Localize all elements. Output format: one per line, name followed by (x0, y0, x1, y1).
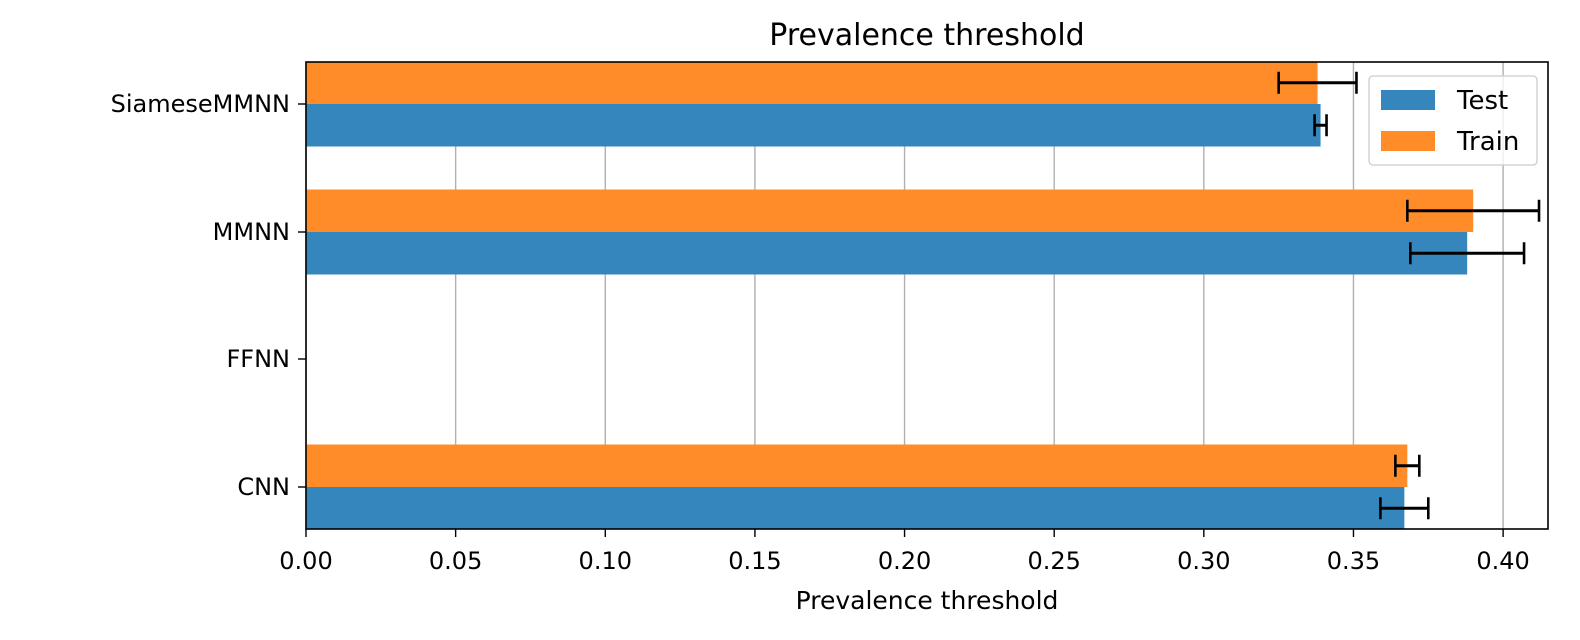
x-axis-ticks: 0.00 0.05 0.10 0.15 0.20 0.25 0.30 0.35 0.40 (279, 529, 1530, 575)
error-bar-test-cnn (1379, 497, 1430, 520)
x-tick-label-3: 0.15 (728, 547, 781, 575)
legend-swatch-train (1381, 131, 1435, 151)
x-tick-label-6: 0.30 (1177, 547, 1230, 575)
error-bar-train-siamesemmnn (1277, 71, 1358, 94)
x-tick-label-1: 0.05 (429, 547, 482, 575)
y-tick-label-1: MMNN (213, 218, 290, 246)
error-bar-train-cnn (1394, 454, 1421, 477)
y-tick-label-0: SiameseMMNN (111, 90, 290, 118)
bar-train-mmnn (306, 189, 1474, 232)
chart-title: Prevalence threshold (769, 18, 1084, 53)
x-tick-label-0: 0.00 (279, 547, 332, 575)
x-tick-label-8: 0.40 (1476, 547, 1529, 575)
x-tick-label-7: 0.35 (1327, 547, 1380, 575)
y-axis-ticks: SiameseMMNN MMNN FFNN CNN (111, 90, 306, 501)
legend-swatch-test (1381, 90, 1435, 110)
bar-test-siamesemmnn (306, 104, 1321, 147)
error-bar-test-siamesemmnn (1313, 114, 1328, 137)
x-axis-label: Prevalence threshold (796, 586, 1059, 615)
bar-test-cnn (306, 487, 1405, 530)
bar-train-cnn (306, 444, 1408, 487)
legend-label-test: Test (1456, 86, 1508, 116)
bar-train-siamesemmnn (306, 61, 1318, 104)
x-tick-label-4: 0.20 (878, 547, 931, 575)
plot-frame (305, 61, 1549, 530)
error-bar-test-mmnn (1409, 242, 1526, 265)
x-tick-label-5: 0.25 (1027, 547, 1080, 575)
legend: Test Train (1368, 75, 1538, 166)
y-tick-label-3: CNN (237, 473, 290, 501)
legend-label-train: Train (1456, 127, 1519, 157)
error-bars (1277, 71, 1541, 520)
y-tick-label-2: FFNN (226, 345, 290, 373)
x-tick-label-2: 0.10 (579, 547, 632, 575)
bars (306, 61, 1474, 530)
error-bar-train-mmnn (1406, 199, 1541, 222)
bar-test-mmnn (306, 232, 1468, 275)
